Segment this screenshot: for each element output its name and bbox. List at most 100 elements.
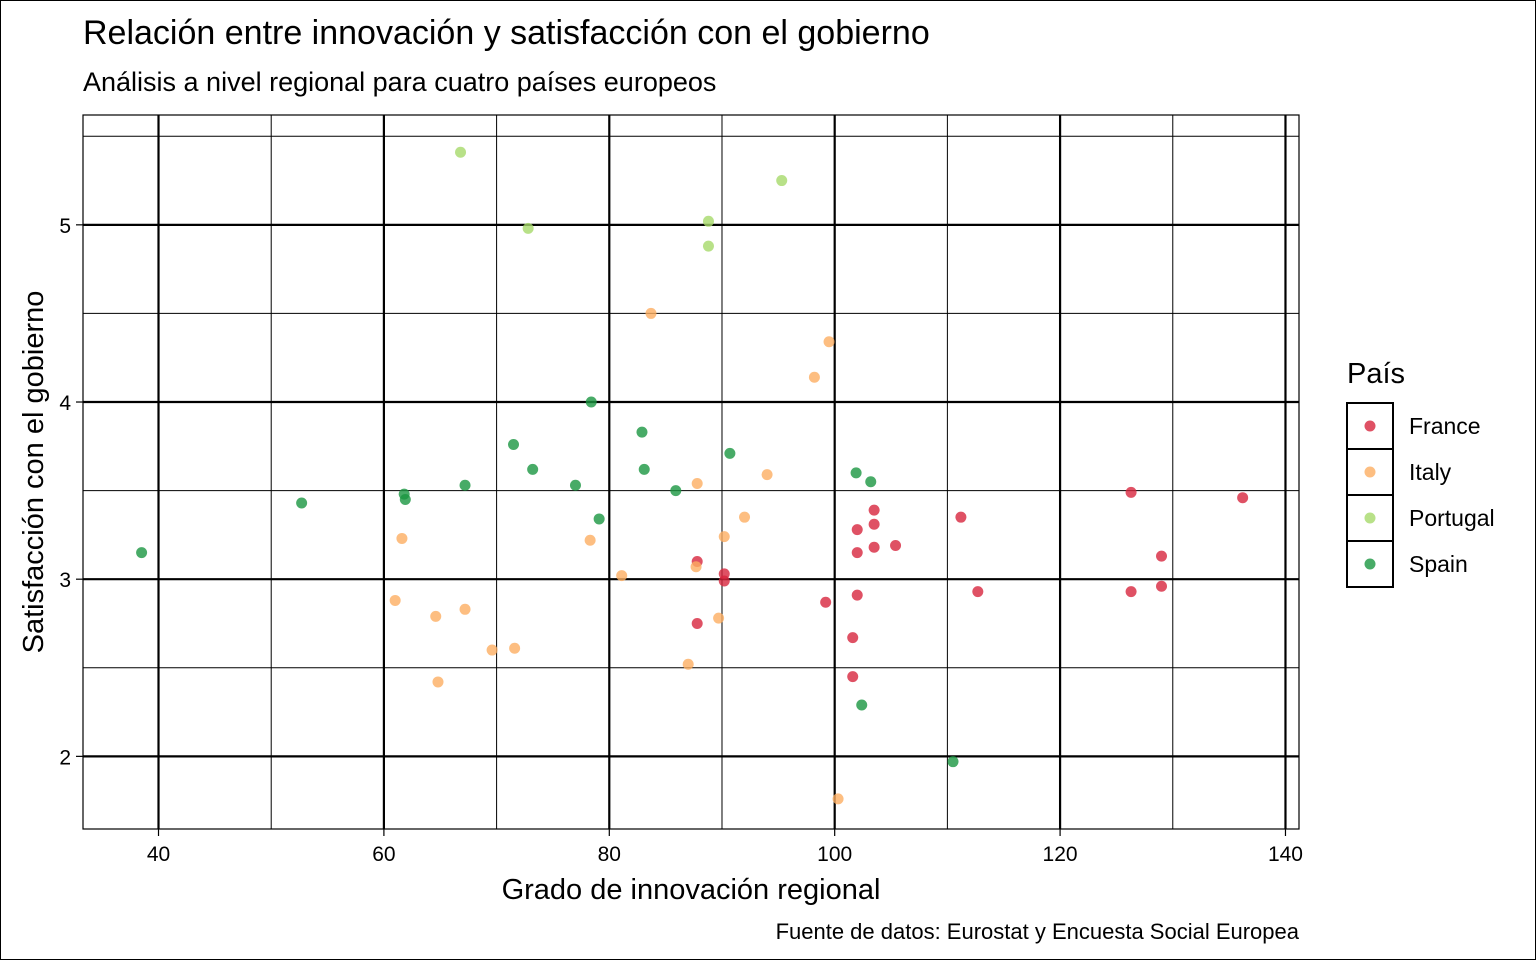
x-axis-title: Grado de innovación regional <box>502 874 881 906</box>
data-point-france <box>847 632 859 644</box>
data-point-italy <box>718 531 730 543</box>
data-point-spain <box>399 493 411 505</box>
data-point-italy <box>432 676 444 688</box>
data-points <box>136 146 1249 805</box>
y-tick-label: 4 <box>59 392 71 415</box>
series-italy <box>389 307 844 805</box>
legend-label: Italy <box>1409 459 1452 485</box>
legend-item-france: France <box>1346 402 1481 450</box>
data-point-france <box>1156 550 1168 562</box>
data-point-italy <box>616 570 628 582</box>
data-point-france <box>972 586 984 598</box>
data-point-portugal <box>522 222 534 234</box>
legend-swatch <box>1364 466 1376 478</box>
legend-swatch <box>1364 512 1376 524</box>
data-point-italy <box>509 642 521 654</box>
data-point-italy <box>713 612 725 624</box>
data-point-spain <box>947 756 959 768</box>
data-point-italy <box>832 793 844 805</box>
data-point-france <box>890 540 902 552</box>
legend-key <box>1346 448 1394 496</box>
data-point-france <box>868 541 880 553</box>
data-point-italy <box>761 469 773 481</box>
x-tick-label: 40 <box>147 843 170 866</box>
data-point-portugal <box>776 175 788 187</box>
data-point-italy <box>459 603 471 615</box>
legend-swatch <box>1364 420 1376 432</box>
legend-item-portugal: Portugal <box>1346 494 1495 542</box>
legend-label: France <box>1409 413 1481 439</box>
y-tick-label: 2 <box>59 746 71 769</box>
data-point-italy <box>486 644 498 656</box>
data-point-italy <box>739 511 751 523</box>
data-point-italy <box>645 307 657 319</box>
data-point-france <box>1237 492 1249 504</box>
major-gridlines <box>83 115 1299 829</box>
data-point-spain <box>569 479 581 491</box>
plot-panel-border <box>82 114 1300 830</box>
data-point-spain <box>296 497 308 509</box>
data-point-portugal <box>702 240 714 252</box>
plot-panel <box>83 115 1299 829</box>
data-point-spain <box>527 463 539 475</box>
data-point-france <box>1125 486 1137 498</box>
data-point-spain <box>670 485 682 497</box>
series-portugal <box>455 146 788 252</box>
legend-item-spain: Spain <box>1346 540 1468 588</box>
y-tick-label: 3 <box>59 569 71 592</box>
data-point-france <box>851 589 863 601</box>
data-point-france <box>868 504 880 516</box>
x-tick-label: 80 <box>598 843 621 866</box>
data-point-spain <box>724 447 736 459</box>
data-point-france <box>691 617 703 629</box>
data-point-spain <box>459 479 471 491</box>
data-point-france <box>851 524 863 536</box>
legend-title: País <box>1347 358 1405 390</box>
series-spain <box>136 396 959 768</box>
legend-swatch <box>1364 558 1376 570</box>
data-point-spain <box>638 463 650 475</box>
y-axis: 2 3 4 5 <box>59 215 83 769</box>
data-point-italy <box>584 534 596 546</box>
data-point-france <box>1156 580 1168 592</box>
x-tick-label: 140 <box>1268 843 1303 866</box>
data-point-france <box>718 575 730 587</box>
data-point-france <box>1125 586 1137 598</box>
data-point-france <box>820 596 832 608</box>
data-point-spain <box>865 476 877 488</box>
data-point-france <box>868 518 880 530</box>
data-point-spain <box>585 396 597 408</box>
legend-label: Spain <box>1409 551 1468 577</box>
chart-title: Relación entre innovación y satisfacción… <box>83 14 930 52</box>
data-point-italy <box>808 371 820 383</box>
data-point-france <box>851 547 863 559</box>
y-axis-title: Satisfacción con el gobierno <box>18 291 50 654</box>
data-point-italy <box>682 658 694 670</box>
data-point-spain <box>850 467 862 479</box>
x-tick-label: 60 <box>372 843 395 866</box>
y-tick-label: 5 <box>59 215 71 238</box>
data-point-spain <box>593 513 605 525</box>
chart-subtitle: Análisis a nivel regional para cuatro pa… <box>83 67 716 97</box>
x-axis: 40 60 80 100 120 140 <box>147 829 1303 866</box>
data-point-spain <box>636 426 648 438</box>
legend-item-italy: Italy <box>1346 448 1452 496</box>
legend-label: Portugal <box>1409 505 1495 531</box>
data-point-italy <box>430 610 442 622</box>
data-point-italy <box>691 478 703 490</box>
data-point-spain <box>508 439 520 451</box>
caption: Fuente de datos: Eurostat y Encuesta Soc… <box>776 919 1300 944</box>
legend: País France Italy Portugal Spain <box>1346 358 1495 588</box>
x-tick-label: 100 <box>817 843 852 866</box>
data-point-italy <box>389 594 401 606</box>
data-point-italy <box>690 561 702 573</box>
data-point-italy <box>396 532 408 544</box>
data-point-spain <box>136 547 148 559</box>
data-point-france <box>847 671 859 683</box>
data-point-spain <box>856 699 868 711</box>
data-point-italy <box>823 336 835 348</box>
data-point-portugal <box>702 215 714 227</box>
data-point-france <box>955 511 967 523</box>
